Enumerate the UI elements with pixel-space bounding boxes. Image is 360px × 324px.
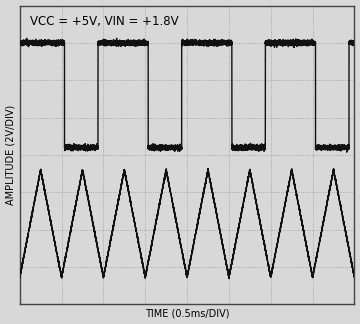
X-axis label: TIME (0.5ms/DIV): TIME (0.5ms/DIV) (145, 308, 229, 318)
Text: VCC = +5V, VIN = +1.8V: VCC = +5V, VIN = +1.8V (30, 15, 179, 28)
Y-axis label: AMPLITUDE (2V/DIV): AMPLITUDE (2V/DIV) (5, 105, 15, 205)
